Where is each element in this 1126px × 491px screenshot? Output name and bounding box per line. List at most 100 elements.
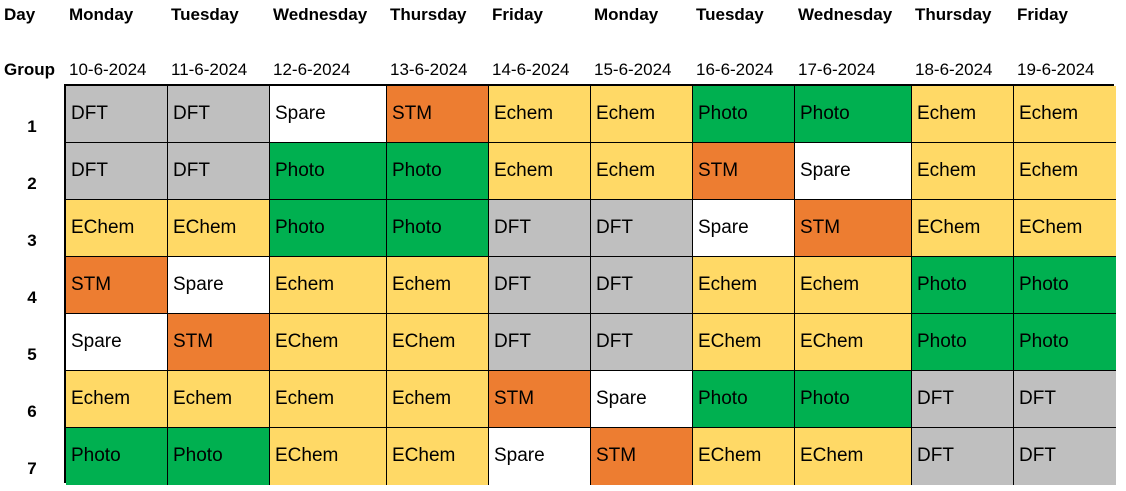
group-label: Group — [4, 60, 55, 79]
schedule-cell: Photo — [387, 200, 489, 257]
schedule-cell: Echem — [912, 143, 1014, 200]
schedule-cell: EChem — [795, 428, 912, 485]
schedule-cell: Echem — [66, 371, 168, 428]
day-label: Day — [4, 5, 36, 24]
schedule-cell: Spare — [489, 428, 591, 485]
schedule-cell: Photo — [1014, 257, 1116, 314]
schedule-cell: DFT — [168, 143, 270, 200]
schedule-cell: Spare — [591, 371, 693, 428]
date-header: 11-6-2024 — [171, 60, 248, 79]
schedule-cell: STM — [66, 257, 168, 314]
schedule-cell: EChem — [66, 200, 168, 257]
schedule-cell: Echem — [270, 371, 387, 428]
schedule-cell: Spare — [795, 143, 912, 200]
schedule-cell: Photo — [795, 371, 912, 428]
day-header: Tuesday — [696, 5, 764, 24]
schedule-cell: STM — [168, 314, 270, 371]
day-header: Friday — [1017, 5, 1069, 24]
schedule-cell: Spare — [270, 86, 387, 143]
schedule-cell: Photo — [270, 200, 387, 257]
date-header: 10-6-2024 — [69, 60, 147, 79]
schedule-cell: Photo — [912, 257, 1014, 314]
date-header: 19-6-2024 — [1017, 60, 1095, 79]
schedule-cell: DFT — [489, 314, 591, 371]
schedule-cell: Echem — [489, 86, 591, 143]
schedule-cell: Spare — [168, 257, 270, 314]
schedule-cell: DFT — [489, 200, 591, 257]
day-header: Monday — [594, 5, 659, 24]
group-number: 2 — [27, 174, 37, 193]
date-header: 13-6-2024 — [390, 60, 468, 79]
schedule-cell: DFT — [489, 257, 591, 314]
schedule-cell: DFT — [1014, 428, 1116, 485]
schedule-cell: Photo — [912, 314, 1014, 371]
schedule-cell: STM — [387, 86, 489, 143]
schedule-cell: Echem — [591, 86, 693, 143]
group-number: 3 — [27, 231, 37, 250]
schedule-cell: EChem — [270, 428, 387, 485]
date-header: 15-6-2024 — [594, 60, 672, 79]
schedule-cell: DFT — [591, 257, 693, 314]
schedule-grid: DFT DFT Spare STM Echem Echem Photo Photo Echem E… — [64, 84, 1116, 485]
day-header: Wednesday — [273, 5, 368, 24]
day-header: Monday — [69, 5, 134, 24]
schedule-cell: Echem — [1014, 86, 1116, 143]
schedule-cell: DFT — [1014, 371, 1116, 428]
schedule-cell: DFT — [591, 200, 693, 257]
schedule-cell: Echem — [270, 257, 387, 314]
schedule-cell: DFT — [66, 143, 168, 200]
schedule-cell: STM — [693, 143, 795, 200]
schedule-cell: Spare — [693, 200, 795, 257]
day-header: Wednesday — [798, 5, 893, 24]
schedule-cell: Echem — [168, 371, 270, 428]
schedule-cell: Echem — [387, 257, 489, 314]
date-header: 12-6-2024 — [273, 60, 351, 79]
day-header: Friday — [492, 5, 544, 24]
schedule-cell: EChem — [1014, 200, 1116, 257]
schedule-cell: Photo — [270, 143, 387, 200]
schedule-cell: Echem — [912, 86, 1014, 143]
schedule-cell: Echem — [693, 257, 795, 314]
schedule-cell: Echem — [1014, 143, 1116, 200]
schedule-cell: DFT — [912, 428, 1014, 485]
schedule-cell: Echem — [591, 143, 693, 200]
schedule-cell: Photo — [1014, 314, 1116, 371]
schedule-cell: Echem — [387, 371, 489, 428]
schedule-cell: DFT — [168, 86, 270, 143]
group-number: 4 — [27, 288, 37, 307]
schedule-cell: STM — [795, 200, 912, 257]
date-header: 16-6-2024 — [696, 60, 774, 79]
schedule-cell: EChem — [912, 200, 1014, 257]
schedule-cell: Photo — [693, 86, 795, 143]
schedule-cell: EChem — [387, 314, 489, 371]
schedule-cell: STM — [489, 371, 591, 428]
day-header: Thursday — [390, 5, 467, 24]
schedule-cell: DFT — [591, 314, 693, 371]
schedule-cell: EChem — [270, 314, 387, 371]
schedule-cell: Photo — [168, 428, 270, 485]
schedule-cell: EChem — [387, 428, 489, 485]
schedule-cell: Spare — [66, 314, 168, 371]
day-header: Thursday — [915, 5, 992, 24]
schedule-cell: DFT — [912, 371, 1014, 428]
group-number: 7 — [27, 459, 37, 478]
group-number: 6 — [27, 402, 37, 421]
day-header: Tuesday — [171, 5, 239, 24]
date-header: 18-6-2024 — [915, 60, 993, 79]
group-number: 5 — [27, 345, 37, 364]
schedule-cell: Photo — [387, 143, 489, 200]
date-header: 14-6-2024 — [492, 60, 570, 79]
schedule-cell: EChem — [795, 314, 912, 371]
date-header: 17-6-2024 — [798, 60, 876, 79]
group-number: 1 — [27, 117, 37, 136]
schedule-cell: EChem — [693, 314, 795, 371]
schedule-cell: Photo — [693, 371, 795, 428]
schedule-cell: Echem — [489, 143, 591, 200]
schedule-cell: STM — [591, 428, 693, 485]
schedule-cell: Photo — [795, 86, 912, 143]
schedule-cell: DFT — [66, 86, 168, 143]
schedule-cell: Echem — [795, 257, 912, 314]
schedule-cell: EChem — [693, 428, 795, 485]
schedule-cell: Photo — [66, 428, 168, 485]
schedule-cell: EChem — [168, 200, 270, 257]
